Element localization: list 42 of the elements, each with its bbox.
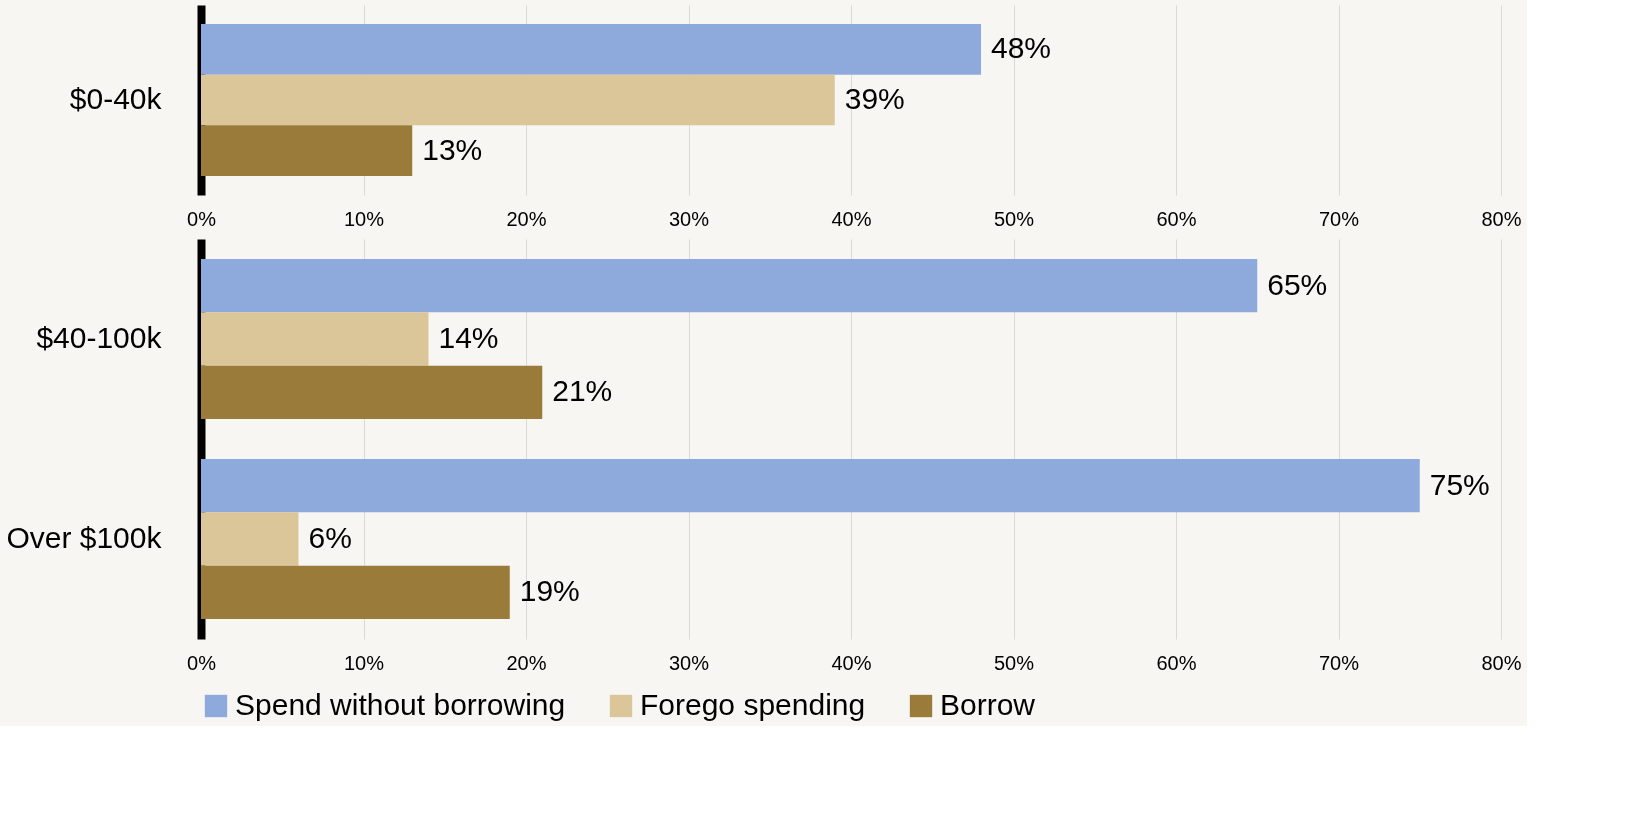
legend-label: Spend without borrowing [235,688,566,721]
data-label: 21% [552,374,613,408]
bar [201,312,429,366]
x-tick-label: 0% [187,207,217,230]
x-tick-label: 0% [187,651,217,674]
data-label: 13% [422,132,483,166]
data-label: 19% [519,574,580,608]
x-tick-label: 70% [1318,651,1360,674]
bar [201,125,413,176]
data-label: 48% [991,31,1052,65]
y-tick-label: $40-100k [36,321,163,354]
bar [201,259,1258,313]
x-tick-label: 70% [1318,207,1360,230]
bar [201,24,981,75]
data-label: 39% [844,82,905,115]
x-tick-label: 60% [1156,207,1197,230]
bar [201,565,510,619]
bar [201,512,299,566]
legend-label: Forego spending [640,688,866,721]
data-label: 6% [308,521,352,554]
x-tick-label: 10% [343,207,385,230]
bar [201,74,835,126]
data-label: 75% [1429,467,1490,501]
y-tick-label: Over $100k [6,521,163,554]
x-tick-label: 60% [1156,651,1197,674]
data-label: 65% [1267,267,1328,301]
x-tick-label: 40% [831,651,872,674]
x-tick-label: 20% [506,207,547,230]
y-tick-label: $0-40k [69,82,163,115]
x-tick-label: 20% [506,651,547,674]
x-tick-label: 80% [1481,207,1522,230]
x-tick-label: 10% [343,651,385,674]
x-tick-label: 80% [1481,651,1522,674]
x-tick-label: 50% [993,651,1035,674]
bar [201,459,1420,513]
x-tick-label: 40% [831,207,872,230]
bar [201,365,543,419]
data-label: 14% [438,321,499,354]
x-tick-label: 50% [993,207,1035,230]
x-tick-label: 30% [668,651,710,674]
x-tick-label: 30% [668,207,710,230]
legend-label: Borrow [940,688,1036,721]
